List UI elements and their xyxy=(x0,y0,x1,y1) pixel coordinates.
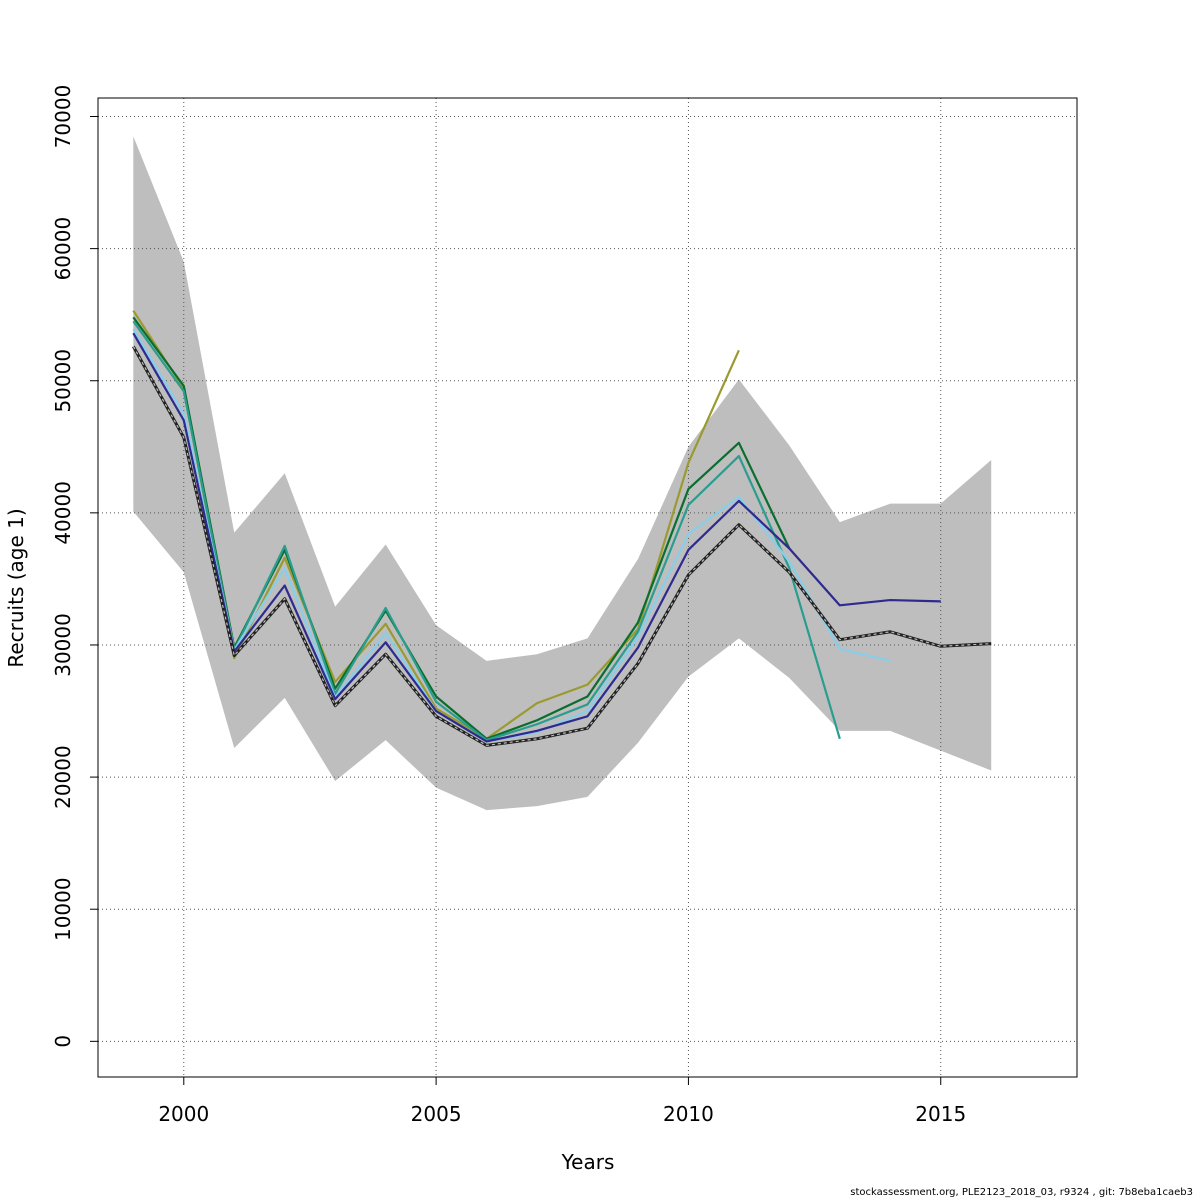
y-tick-label-10000: 10000 xyxy=(51,877,75,941)
series-line-4 xyxy=(132,332,941,743)
y-tick-label-30000: 30000 xyxy=(51,613,75,677)
x-tick-label-2010: 2010 xyxy=(663,1102,714,1126)
series-line-2 xyxy=(132,320,841,742)
y-tick-label-50000: 50000 xyxy=(51,349,75,413)
x-tick-label-2000: 2000 xyxy=(158,1102,209,1126)
x-axis-title: Years xyxy=(561,1150,615,1174)
series-lines xyxy=(132,310,992,747)
y-tick-label-40000: 40000 xyxy=(51,481,75,545)
y-axis-title: Recruits (age 1) xyxy=(4,508,28,667)
x-tick-label-2005: 2005 xyxy=(411,1102,462,1126)
axes: 2000 2005 2010 2015 0 10000 20000 30000 40000 500… xyxy=(51,85,966,1126)
confidence-band xyxy=(133,136,992,811)
confidence-band-area xyxy=(133,136,992,811)
footer-source: stockassessment.org, PLE2123_2018_03, r9… xyxy=(850,1187,1193,1198)
plot-frame xyxy=(97,97,1078,1078)
series-line-5-dash xyxy=(132,346,992,747)
x-tick-label-2015: 2015 xyxy=(915,1102,966,1126)
y-tick-label-0: 0 xyxy=(51,1035,75,1048)
y-tick-label-60000: 60000 xyxy=(51,217,75,281)
y-tick-label-20000: 20000 xyxy=(51,745,75,809)
y-tick-label-70000: 70000 xyxy=(51,85,75,149)
